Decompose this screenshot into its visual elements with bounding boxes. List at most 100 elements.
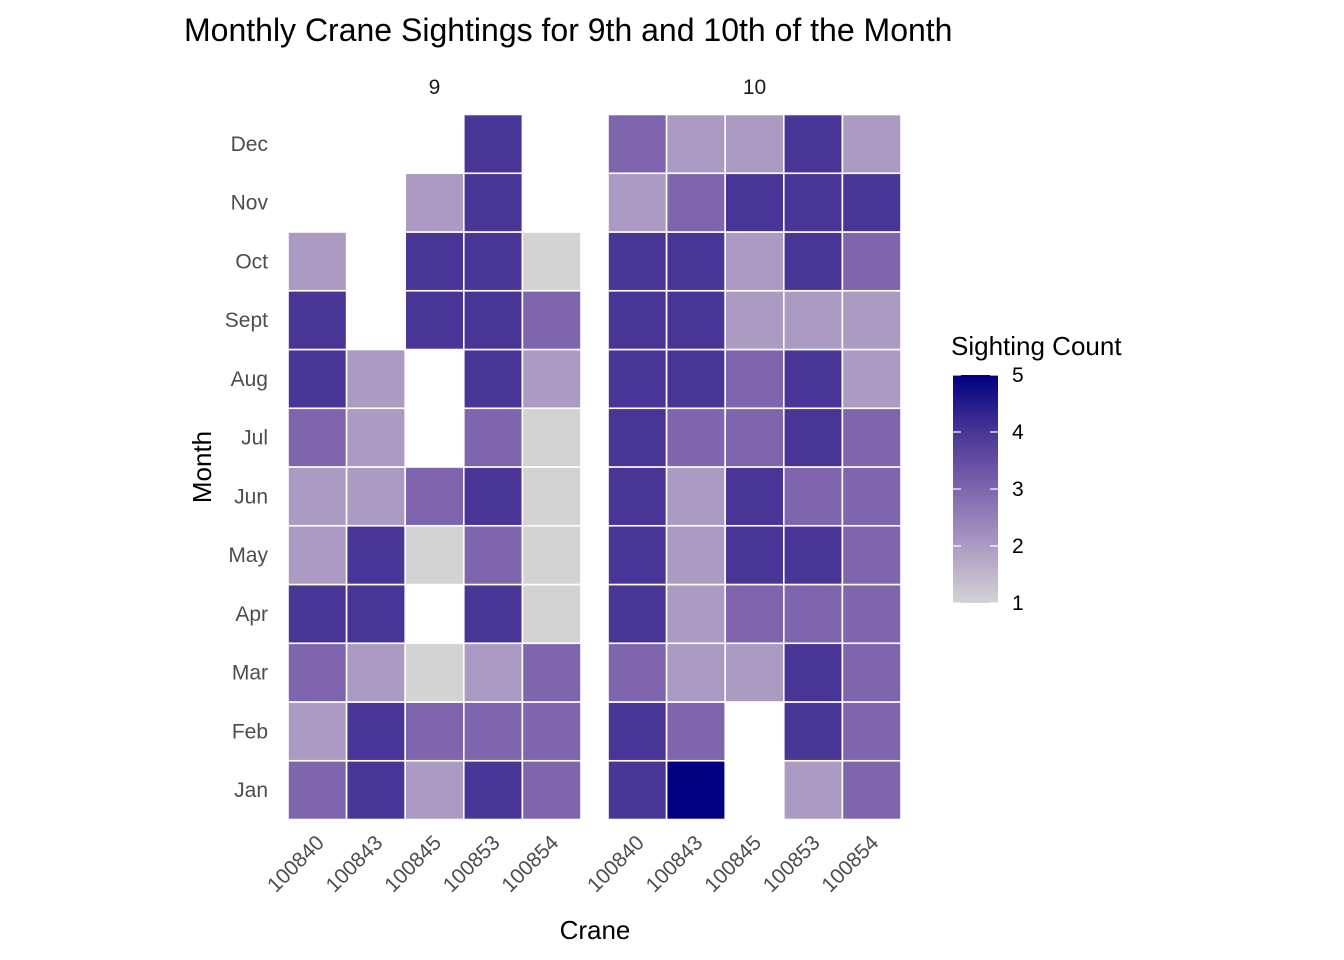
legend-tick-label: 5: [1012, 364, 1024, 387]
x-tick-label: 100853: [439, 831, 505, 897]
heatmap-cell: [607, 231, 668, 292]
heatmap-cell: [462, 172, 524, 233]
heatmap-cell: [404, 701, 465, 762]
heatmap-cell: [404, 289, 465, 351]
legend-tick-label: 3: [1012, 478, 1024, 501]
heatmap-cell: [665, 348, 726, 410]
heatmap-cell: [404, 172, 465, 233]
heatmap-cell: [607, 524, 668, 586]
heatmap-cell: [521, 524, 582, 586]
heatmap-cell: [607, 113, 668, 175]
heatmap-cell: [607, 701, 668, 762]
legend-ticks: 1 2 3 4 5: [953, 364, 1024, 615]
heatmap-cell: [841, 348, 902, 410]
y-tick-label: Oct: [235, 250, 268, 273]
heatmap-cell: [841, 231, 902, 292]
x-tick-label: 100840: [263, 831, 329, 897]
legend: Sighting Count 1 2 3 4 5: [951, 331, 1122, 615]
heatmap-cell: [462, 348, 524, 410]
heatmap-cell: [345, 466, 407, 527]
heatmap-cell: [345, 524, 407, 586]
heatmap-cell: [345, 407, 407, 468]
y-tick-label: Feb: [232, 720, 268, 743]
facet-panel-10: 10: [607, 76, 902, 821]
heatmap-cell: [665, 642, 726, 703]
heatmap-cell: [665, 172, 726, 233]
facet-label: 10: [743, 76, 766, 99]
heatmap-cell: [521, 348, 582, 410]
y-tick-label: May: [228, 544, 268, 567]
heatmap-cell: [521, 583, 582, 645]
heatmap-cell: [287, 466, 348, 527]
heatmap-cell: [841, 466, 902, 527]
x-tick-label: 100854: [497, 831, 563, 897]
heatmap-cell: [665, 466, 726, 527]
heatmap-cell: [665, 759, 726, 821]
heatmap-cell: [462, 113, 524, 175]
heatmap-cell: [404, 231, 465, 292]
x-tick-label: 100843: [322, 831, 388, 897]
heatmap-cell: [782, 466, 844, 527]
y-tick-label: Mar: [232, 662, 268, 685]
heatmap-cell: [724, 113, 785, 175]
heatmap-cell: [521, 701, 582, 762]
heatmap-cell: [782, 759, 844, 821]
heatmap-cell: [665, 583, 726, 645]
heatmap-cell: [665, 524, 726, 586]
legend-tick-label: 4: [1012, 421, 1024, 444]
heatmap-cell: [724, 583, 785, 645]
heatmap-cell: [607, 583, 668, 645]
legend-tick-label: 1: [1012, 592, 1024, 615]
y-tick-label: Aug: [231, 368, 268, 391]
heatmap-cell: [724, 407, 785, 468]
heatmap-cell: [287, 583, 348, 645]
heatmap-cell: [462, 759, 524, 821]
heatmap-cell: [782, 701, 844, 762]
heatmap-cell: [841, 759, 902, 821]
y-axis-ticks: Jan Feb Mar Apr May Jun Jul Aug Sept Oct Nov Dec: [225, 133, 269, 802]
heatmap-cell: [345, 583, 407, 645]
heatmap-cell: [782, 113, 844, 175]
x-tick-label: 100845: [700, 831, 766, 897]
heatmap-cell: [287, 642, 348, 703]
heatmap-cell: [404, 759, 465, 821]
heatmap-cell: [404, 524, 465, 586]
heatmap-cell: [462, 466, 524, 527]
heatmap-cell: [665, 231, 726, 292]
y-tick-label: Dec: [231, 133, 268, 156]
y-tick-label: Jan: [234, 779, 268, 802]
heatmap-cell: [841, 583, 902, 645]
heatmap-cell: [607, 172, 668, 233]
x-tick-label: 100854: [817, 831, 883, 897]
heatmap-cell: [607, 348, 668, 410]
heatmap-cell: [462, 289, 524, 351]
heatmap-cell: [841, 289, 902, 351]
heatmap-cell: [287, 289, 348, 351]
facet-label: 9: [429, 76, 441, 99]
heatmap-panels: 9 10: [287, 76, 902, 821]
heatmap-cell: [782, 524, 844, 586]
heatmap-cell: [462, 231, 524, 292]
heatmap-cell: [841, 113, 902, 175]
heatmap-cell: [782, 583, 844, 645]
heatmap-cell: [724, 231, 785, 292]
heatmap-cell: [607, 642, 668, 703]
y-tick-label: Sept: [225, 309, 268, 332]
heatmap-cell: [462, 407, 524, 468]
heatmap-cell: [287, 348, 348, 410]
heatmap-cell: [665, 701, 726, 762]
heatmap-cell: [345, 759, 407, 821]
legend-tick-label: 2: [1012, 535, 1024, 558]
heatmap-cell: [724, 289, 785, 351]
y-axis-title: Month: [187, 431, 217, 503]
heatmap-cell: [782, 231, 844, 292]
heatmap-cell: [521, 407, 582, 468]
facet-panel-9: 9: [287, 76, 582, 821]
heatmap-cell: [462, 524, 524, 586]
heatmap-cell: [724, 642, 785, 703]
heatmap-cell: [724, 172, 785, 233]
heatmap-cell: [521, 642, 582, 703]
heatmap-cell: [462, 583, 524, 645]
